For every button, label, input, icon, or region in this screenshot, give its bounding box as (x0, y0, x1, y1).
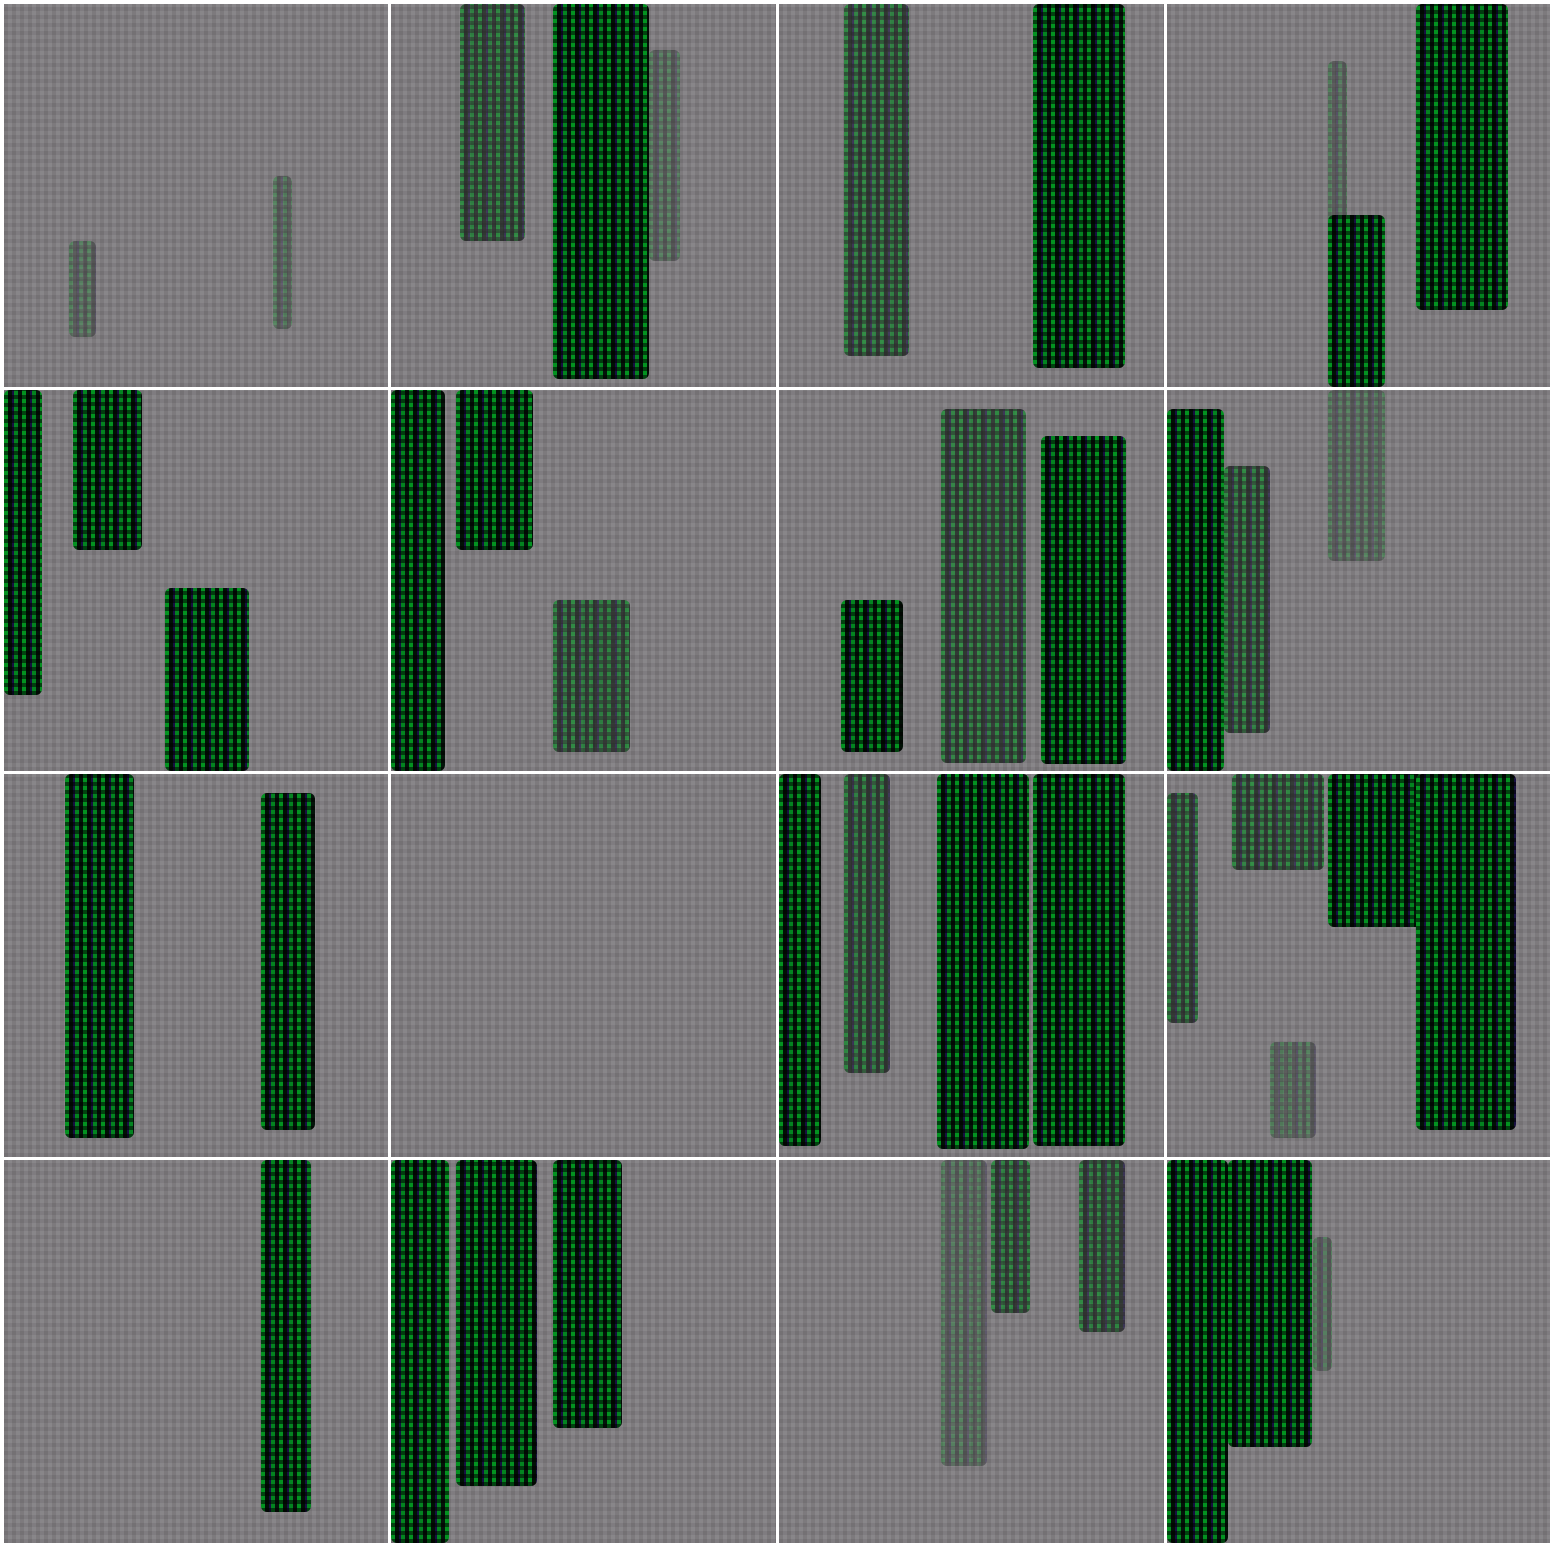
stripe-band (391, 1160, 449, 1543)
stripe-band (1079, 1160, 1125, 1332)
stripe-band (779, 774, 821, 1146)
stripe-band (1041, 436, 1126, 764)
tile-r2-c2 (391, 390, 776, 771)
stripe-band (69, 241, 96, 337)
stripe-band (1228, 1160, 1312, 1447)
tile-r1-c4 (1167, 4, 1550, 387)
tile-r3-c3 (779, 774, 1164, 1157)
stripe-band (1167, 409, 1224, 771)
stripe-band (1167, 1160, 1228, 1543)
stripe-band (4, 390, 42, 695)
stripe-band (1416, 4, 1508, 310)
stripe-band (261, 793, 315, 1130)
stripe-band (553, 1160, 622, 1428)
tile-r4-c4 (1167, 1160, 1550, 1543)
stripe-band (460, 4, 525, 241)
stripe-band (73, 390, 142, 550)
tile-r2-c1 (4, 390, 388, 771)
stripe-band (261, 1160, 311, 1512)
stripe-band (1270, 1042, 1316, 1138)
stripe-band (1313, 1237, 1332, 1371)
tile-r4-c2 (391, 1160, 776, 1543)
stripe-band (456, 390, 533, 550)
tile-r4-c3 (779, 1160, 1164, 1543)
tile-r3-c4 (1167, 774, 1550, 1157)
stripe-band (1416, 774, 1516, 1130)
stripe-band (553, 4, 649, 379)
stripe-band (941, 409, 1026, 763)
stripe-band (937, 774, 1029, 1149)
stripe-band (273, 176, 292, 329)
stripe-band (991, 1160, 1030, 1313)
tile-r1-c3 (779, 4, 1164, 387)
stripe-band (1224, 466, 1270, 733)
stripe-band (1033, 4, 1125, 368)
tile-r2-c4 (1167, 390, 1550, 771)
stripe-band (844, 774, 890, 1073)
stripe-band (391, 390, 445, 771)
stripe-band (649, 50, 680, 261)
stripe-band (1033, 774, 1125, 1146)
tile-r3-c2 (391, 774, 776, 1157)
stripe-band (553, 600, 630, 752)
tile-r3-c1 (4, 774, 388, 1157)
stripe-band (1328, 215, 1385, 387)
stripe-band (1328, 390, 1385, 561)
tile-r4-c1 (4, 1160, 388, 1543)
stripe-band (844, 4, 909, 356)
stripe-band (941, 1160, 987, 1466)
stripe-band (1232, 774, 1324, 870)
stripe-band (841, 600, 903, 752)
stripe-band (1167, 793, 1198, 1023)
stripe-band (165, 588, 249, 771)
tile-r2-c3 (779, 390, 1164, 771)
stripe-band (65, 774, 134, 1138)
tile-r1-c1 (4, 4, 388, 387)
stripe-band (456, 1160, 537, 1486)
tile-r1-c2 (391, 4, 776, 387)
stripe-band (1328, 774, 1424, 927)
